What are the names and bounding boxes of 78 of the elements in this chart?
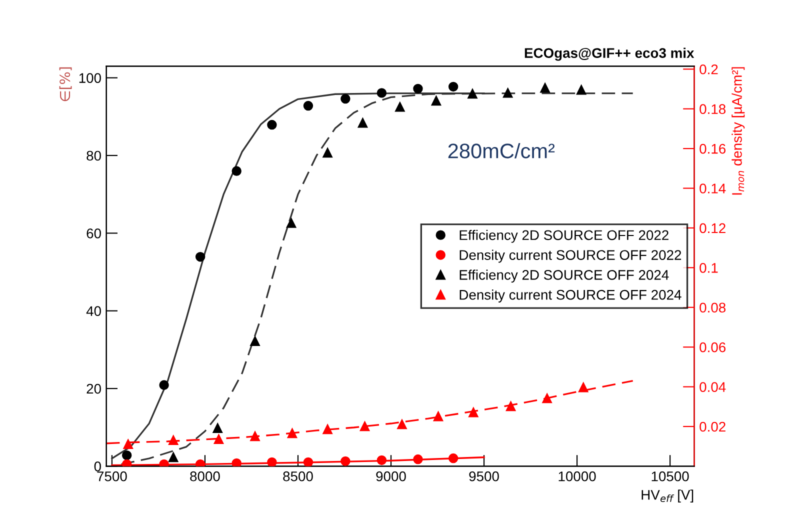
point — [358, 118, 368, 128]
x-tick-label: 10000 — [558, 471, 596, 482]
y-tick-label: 80 — [86, 150, 101, 161]
point — [413, 454, 423, 464]
point — [542, 393, 552, 404]
point — [468, 408, 478, 418]
y2-tick-label: 0.08 — [700, 302, 726, 313]
y-tick-label: 60 — [86, 228, 101, 238]
point — [322, 148, 332, 158]
legend-label: Efficiency 2D SOURCE OFF 2022 — [460, 230, 668, 243]
x-tick-label: 8500 — [283, 471, 313, 482]
y2-tick-label: 0.12 — [700, 223, 726, 234]
point — [576, 84, 586, 95]
point — [360, 421, 370, 432]
point — [286, 218, 296, 228]
y2-tick-label: 0.06 — [700, 342, 726, 352]
chart-title: ECOgas@GIF++ eco3 mix — [524, 48, 694, 61]
x-tick-label: 9000 — [376, 471, 406, 482]
point — [168, 435, 178, 446]
point — [212, 423, 222, 433]
point — [267, 457, 277, 466]
point — [267, 120, 277, 130]
y2-tick-label: 0.16 — [700, 144, 726, 154]
point — [397, 419, 407, 430]
point — [322, 424, 332, 434]
point — [123, 439, 134, 450]
point — [376, 455, 387, 466]
y2-tick-label: 0.14 — [700, 184, 726, 194]
point — [232, 166, 242, 176]
line-series — [111, 456, 485, 466]
point — [578, 382, 588, 392]
y2-tick-label: 0.04 — [700, 382, 726, 392]
point — [540, 83, 550, 93]
y-tick-label: 0 — [94, 462, 101, 472]
point — [395, 102, 405, 112]
x-tick-label: 8000 — [190, 471, 220, 482]
annotation: 280mC/cm² — [448, 143, 555, 158]
point — [232, 458, 242, 466]
point — [448, 82, 458, 92]
point — [340, 456, 350, 466]
point — [195, 459, 206, 466]
point — [250, 336, 260, 346]
y2-tick-label: 0.1 — [700, 263, 718, 273]
point — [433, 412, 444, 422]
y2-tick-label: 0.18 — [700, 104, 726, 114]
point — [122, 459, 132, 466]
point — [159, 459, 169, 466]
point — [431, 96, 442, 106]
point — [448, 453, 458, 464]
point — [303, 457, 314, 466]
x-tick-label: 10500 — [652, 471, 689, 482]
point — [287, 428, 298, 438]
y2-tick-label: 0.02 — [700, 422, 726, 432]
x-axis-title: HV$_{eff}$ [V] — [642, 490, 694, 503]
x-tick-label: 9500 — [469, 471, 499, 482]
y2-axis-title: I$_{mon}$ density [µA/cm²] — [732, 67, 745, 195]
point — [340, 94, 350, 104]
point — [250, 431, 260, 442]
legend-label: Density current SOURCE OFF 2022 — [460, 250, 682, 263]
point — [214, 434, 224, 444]
point — [413, 84, 423, 94]
point — [195, 252, 206, 262]
point — [506, 401, 516, 412]
y-tick-label: 40 — [86, 306, 101, 316]
point — [159, 380, 169, 390]
y-tick-label: 100 — [79, 73, 101, 83]
point — [376, 88, 387, 98]
legend-label: Efficiency 2D SOURCE OFF 2024 — [460, 270, 669, 283]
point — [168, 452, 178, 462]
point — [303, 100, 314, 111]
y-tick-label: 20 — [86, 384, 101, 394]
y-axis-title: ∈[%] — [59, 67, 72, 102]
x-tick-label: 7500 — [97, 471, 127, 482]
y2-tick-label: 0.2 — [700, 64, 718, 74]
point — [468, 88, 478, 99]
point — [502, 88, 513, 98]
point — [122, 450, 132, 460]
legend-label: Density current SOURCE OFF 2024 — [460, 290, 682, 302]
